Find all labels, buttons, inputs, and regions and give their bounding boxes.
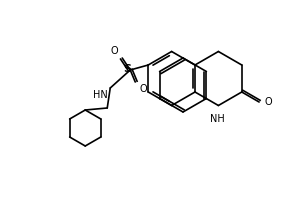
Text: NH: NH <box>210 114 225 123</box>
Text: S: S <box>123 64 131 74</box>
Text: O: O <box>111 46 118 56</box>
Text: O: O <box>264 97 272 107</box>
Text: HN: HN <box>94 90 108 100</box>
Text: O: O <box>139 84 147 94</box>
